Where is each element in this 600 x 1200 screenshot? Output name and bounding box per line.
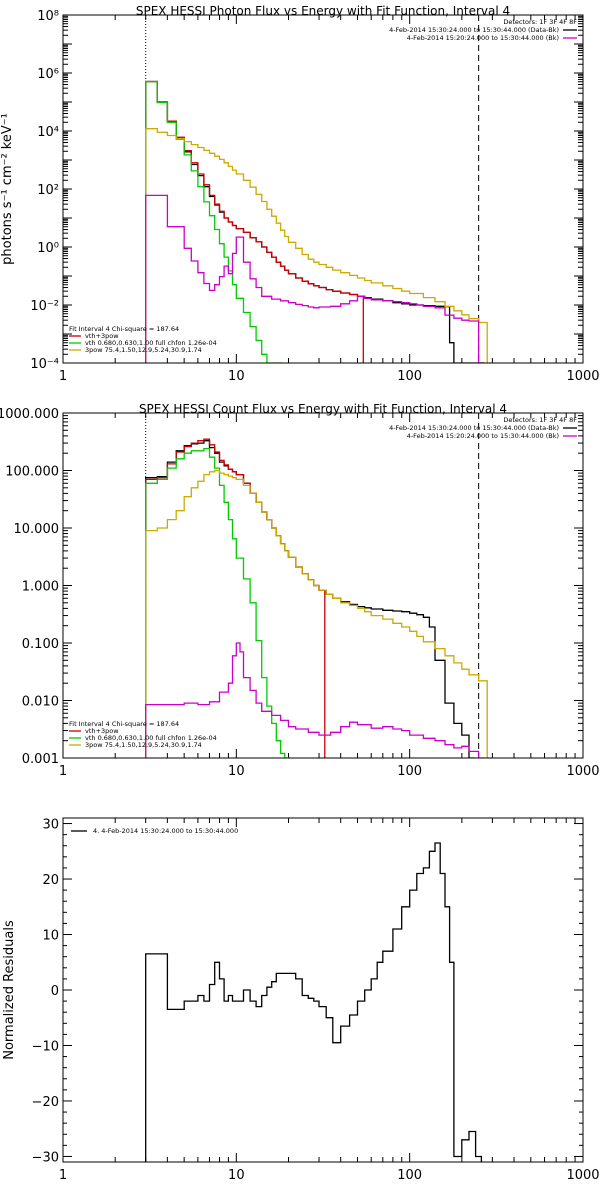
- y-tick-label: 100.000: [5, 465, 59, 480]
- legend-entry: 4-Feb-2014 15:20:24.000 to 15:30:44.000 …: [407, 34, 559, 42]
- legend-header: Detectors: 1F 3F 4F 8F: [503, 416, 577, 424]
- chart-3: 1 10 100 1000 −30 −20 −10 0 10 20 30 Normalized Res…: [2, 817, 600, 1183]
- y-tick-label: 0.001: [22, 752, 59, 767]
- y-tick-label: 10⁰: [37, 241, 59, 256]
- chart-title: SPEX HESSI Photon Flux vs Energy with Fi…: [136, 4, 510, 18]
- plot-frame: [62, 14, 584, 364]
- y-tick-label: 0.100: [22, 637, 59, 652]
- legend-entry: 3pow 75.4,1.50,12.9,5.24,30.9,1.74: [85, 741, 202, 749]
- x-tick-label: 1000: [566, 1168, 599, 1183]
- y-axis-label: photons s⁻¹ cm⁻² keV⁻¹: [0, 113, 15, 265]
- x-tick-label: 1: [59, 1168, 67, 1183]
- x-tick-label: 10: [228, 1168, 245, 1183]
- y-tick-label: 1.000: [22, 580, 59, 595]
- x-tick-label: 10: [228, 369, 245, 384]
- x-tick-label: 100: [397, 369, 422, 384]
- legend-header: Fit Interval 4 Chi-square = 187.64: [69, 325, 179, 333]
- legend-header: Fit Interval 4 Chi-square = 187.64: [69, 720, 179, 728]
- series-group: [145, 842, 483, 1162]
- y-tick-label: 1000.000: [0, 407, 59, 422]
- y-tick-label: 0: [51, 984, 59, 999]
- plot-frame: [62, 817, 584, 1163]
- legend-entry: 4-Feb-2014 15:20:24.000 to 15:30:44.000 …: [407, 432, 559, 440]
- y-tick-label: −10: [32, 1039, 59, 1054]
- legend-entry: vth+3pow: [85, 332, 119, 340]
- y-tick-label: 10⁶: [37, 67, 59, 82]
- x-tick-label: 10: [228, 764, 245, 779]
- x-tick-label: 1000: [566, 764, 599, 779]
- series-group: [145, 80, 493, 363]
- series-group: [145, 438, 493, 758]
- series-line: [145, 642, 485, 758]
- legend-entry: 4-Feb-2014 15:30:24.000 to 15:30:44.000 …: [389, 26, 559, 34]
- y-tick-label: −20: [32, 1095, 59, 1110]
- y-tick-label: 10: [42, 929, 59, 944]
- legend-entry: vth 0.680,0.630,1.00 full chfon 1.26e-04: [85, 734, 217, 742]
- legend-header: Detectors: 1F 3F 4F 8F: [503, 18, 577, 26]
- chart-2: SPEX HESSI Count Flux vs Energy with Fit…: [0, 402, 600, 779]
- x-tick-label: 100: [397, 764, 422, 779]
- y-tick-label: 20: [42, 873, 59, 888]
- y-tick-label: 10⁸: [37, 9, 59, 24]
- y-tick-label: 10²: [37, 183, 59, 198]
- y-axis-label: Normalized Residuals: [2, 920, 17, 1060]
- y-tick-label: 10⁻²: [30, 299, 59, 314]
- legend-entry: 3pow 75.4,1.50,12.9,5.24,30.9,1.74: [85, 346, 202, 354]
- x-tick-label: 1000: [566, 369, 599, 384]
- legend-entry: vth 0.680,0.630,1.00 full chfon 1.26e-04: [85, 339, 217, 347]
- y-tick-label: 10⁻⁴: [30, 357, 59, 372]
- series-line: [145, 80, 485, 363]
- x-tick-label: 1: [59, 764, 67, 779]
- legend-entry: 4. 4-Feb-2014 15:30:24.000 to 15:30:44.0…: [93, 827, 238, 835]
- series-line: [145, 469, 493, 758]
- series-line: [145, 842, 483, 1162]
- y-tick-label: 10⁴: [37, 125, 59, 140]
- chart-title: SPEX HESSI Count Flux vs Energy with Fit…: [139, 402, 507, 416]
- legend-entry: vth+3pow: [85, 727, 119, 735]
- series-line: [145, 80, 364, 363]
- series-line: [145, 128, 493, 363]
- x-tick-label: 100: [397, 1168, 422, 1183]
- series-line: [145, 447, 291, 758]
- series-line: [145, 81, 283, 363]
- y-tick-label: 30: [42, 818, 59, 833]
- chart-1: SPEX HESSI Photon Flux vs Energy with Fi…: [0, 4, 600, 384]
- legend-entry: 4-Feb-2014 15:30:24.000 to 15:30:44.000 …: [389, 424, 559, 432]
- plot-frame: [62, 412, 584, 759]
- series-line: [145, 194, 485, 363]
- y-tick-label: −30: [32, 1150, 59, 1165]
- y-tick-label: 0.010: [22, 695, 59, 710]
- series-line: [145, 438, 326, 758]
- x-tick-label: 1: [59, 369, 67, 384]
- y-tick-label: 10.000: [14, 522, 60, 537]
